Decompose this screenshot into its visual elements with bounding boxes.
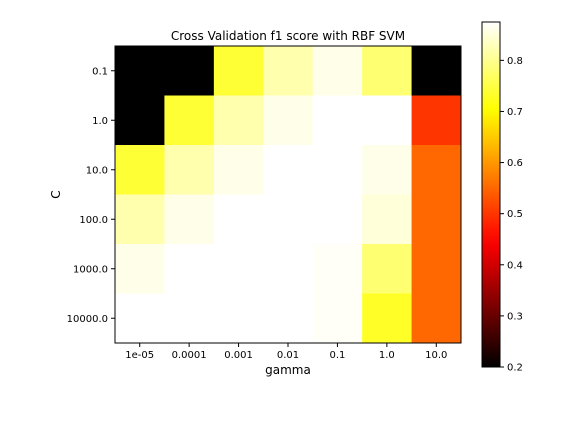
heatmap-cell — [164, 46, 214, 96]
heatmap-cell — [313, 46, 363, 96]
heatmap-cell — [263, 145, 313, 195]
heatmap-cell — [263, 244, 313, 294]
heatmap-cell — [313, 96, 363, 146]
y-tick-label: 100.0 — [79, 215, 108, 226]
heatmap-cell — [412, 145, 462, 195]
x-tick-label: 0.1 — [329, 350, 345, 361]
y-axis-ticks: 0.1 1.0 10.0 100.0 1000.0 10000.0 — [67, 66, 115, 325]
heatmap-cell — [263, 96, 313, 146]
heatmap-cell — [214, 96, 264, 146]
heatmap-cell — [313, 195, 363, 245]
heatmap-cell — [362, 46, 412, 96]
colorbar — [482, 22, 500, 367]
heatmap-cell — [115, 96, 165, 146]
heatmap-cell — [164, 96, 214, 146]
heatmap-cell — [412, 294, 462, 344]
heatmap-cell — [263, 46, 313, 96]
heatmap-cell — [164, 145, 214, 195]
y-tick-label: 10000.0 — [67, 314, 108, 325]
colorbar-tick-label: 0.6 — [507, 158, 523, 169]
colorbar-tick-label: 0.5 — [507, 209, 523, 220]
heatmap-cell — [214, 195, 264, 245]
colorbar-ticks: 0.2 0.3 0.4 0.5 0.6 0.7 0.8 — [500, 56, 523, 374]
x-axis-ticks: 1e-05 0.0001 0.001 0.01 0.1 1.0 10.0 — [125, 343, 447, 361]
heatmap-cell — [214, 145, 264, 195]
heatmap-cell — [263, 195, 313, 245]
heatmap-cell — [362, 294, 412, 344]
x-tick-label: 0.001 — [224, 350, 253, 361]
colorbar-tick-label: 0.8 — [507, 56, 523, 67]
heatmap-cell — [313, 244, 363, 294]
heatmap-cell — [115, 46, 165, 96]
colorbar-tick-label: 0.7 — [507, 107, 523, 118]
x-axis-label: gamma — [265, 363, 311, 377]
y-tick-label: 1.0 — [92, 116, 108, 127]
heatmap-cell — [412, 96, 462, 146]
heatmap-cell — [362, 96, 412, 146]
x-tick-label: 0.01 — [277, 350, 299, 361]
colorbar-tick-label: 0.4 — [507, 260, 523, 271]
heatmap-cell — [115, 145, 165, 195]
heatmap-cell — [164, 244, 214, 294]
y-tick-label: 0.1 — [92, 66, 108, 77]
x-tick-label: 1e-05 — [125, 350, 154, 361]
heatmap-cell — [214, 244, 264, 294]
heatmap-cell — [412, 244, 462, 294]
heatmap-cell — [164, 195, 214, 245]
y-tick-label: 10.0 — [86, 165, 108, 176]
heatmap-cells — [115, 46, 462, 344]
heatmap-cell — [313, 294, 363, 344]
y-tick-label: 1000.0 — [73, 264, 108, 275]
heatmap-cell — [412, 46, 462, 96]
heatmap-cell — [214, 46, 264, 96]
heatmap-cell — [313, 145, 363, 195]
heatmap-cell — [115, 294, 165, 344]
heatmap-cell — [412, 195, 462, 245]
y-axis-label: C — [49, 190, 63, 198]
heatmap-cell — [362, 244, 412, 294]
heatmap-cell — [164, 294, 214, 344]
heatmap-cell — [362, 195, 412, 245]
heatmap-cell — [115, 244, 165, 294]
x-tick-label: 0.0001 — [172, 350, 207, 361]
chart-title: Cross Validation f1 score with RBF SVM — [171, 29, 405, 43]
heatmap-cell — [362, 145, 412, 195]
heatmap-cell — [263, 294, 313, 344]
x-tick-label: 10.0 — [425, 350, 447, 361]
colorbar-tick-label: 0.3 — [507, 311, 523, 322]
heatmap-cell — [115, 195, 165, 245]
x-tick-label: 1.0 — [379, 350, 395, 361]
heatmap-cell — [214, 294, 264, 344]
colorbar-tick-label: 0.2 — [507, 363, 523, 374]
